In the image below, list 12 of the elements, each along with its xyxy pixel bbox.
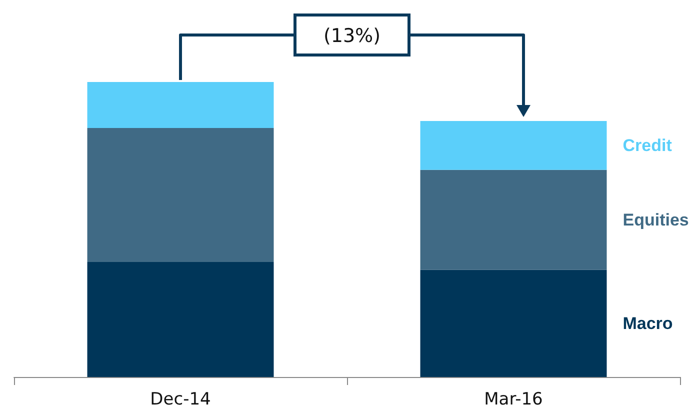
bar xyxy=(87,262,274,377)
series-label: Macro xyxy=(622,314,673,333)
x-tick-label: Dec-14 xyxy=(150,390,211,410)
bar xyxy=(420,120,607,170)
series-label: Credit xyxy=(622,136,672,155)
bar xyxy=(420,170,607,270)
x-tick-label: Mar-16 xyxy=(484,390,543,410)
text: (13%) xyxy=(323,25,381,47)
bar xyxy=(420,270,607,377)
series-label: Equities xyxy=(622,210,689,230)
bar xyxy=(87,82,274,128)
bar xyxy=(87,128,274,262)
